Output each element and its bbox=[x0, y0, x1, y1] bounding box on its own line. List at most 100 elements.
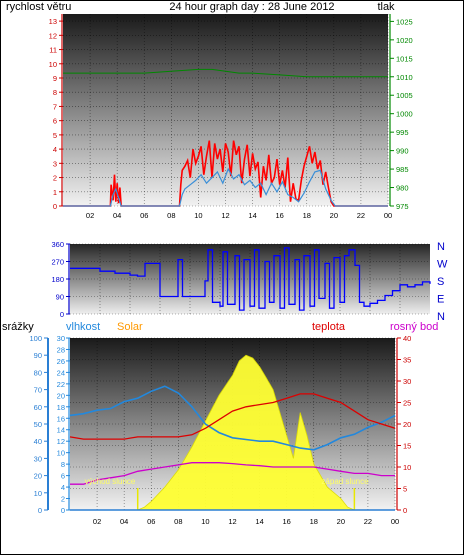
humidity-label: vlhkost bbox=[66, 321, 100, 333]
humidity-tick-label: 4 bbox=[61, 483, 65, 492]
y2-tick-label: 1020 bbox=[396, 36, 413, 45]
direction-axes: 0 90 180 270 360 bbox=[51, 240, 70, 319]
weather-axes: 02 04 06 08 10 12 14 16 18 20 22 000102030405060708… bbox=[29, 334, 411, 526]
temperature-tick-label: 30 bbox=[403, 377, 411, 386]
direction-series bbox=[70, 247, 431, 311]
y-tick-label: 10 bbox=[49, 60, 57, 69]
y2-tick-label: 975 bbox=[396, 202, 409, 211]
temperature-tick-label: 5 bbox=[403, 485, 407, 494]
rain-tick-label: 40 bbox=[34, 437, 42, 446]
y2-tick-label: 1025 bbox=[396, 17, 413, 26]
x-tick-label: 10 bbox=[201, 517, 209, 526]
wind-label: rychlost větru bbox=[6, 1, 71, 13]
humidity-tick-label: 22 bbox=[57, 380, 65, 389]
temperature-tick-label: 25 bbox=[403, 399, 411, 408]
y-tick-label: 2 bbox=[53, 174, 57, 183]
x-tick-label: 20 bbox=[330, 211, 338, 220]
temperature-tick-label: 20 bbox=[403, 420, 411, 429]
y-tick-label: 180 bbox=[51, 275, 64, 284]
x-tick-label: 10 bbox=[194, 211, 202, 220]
y-tick-label: 5 bbox=[53, 131, 57, 140]
y-tick-label: 13 bbox=[49, 17, 57, 26]
chart-title: 24 hour graph day : 28 June 2012 bbox=[169, 1, 334, 13]
sunrise-label: východ slunce bbox=[85, 477, 136, 486]
y2-tick-label: 1005 bbox=[396, 91, 413, 100]
wind-average-line bbox=[63, 167, 388, 207]
y-tick-label: 9 bbox=[53, 74, 57, 83]
y-tick-label: 270 bbox=[51, 258, 64, 267]
y-tick-label: 7 bbox=[53, 102, 57, 111]
y2-tick-label: 1000 bbox=[396, 110, 413, 119]
humidity-tick-label: 24 bbox=[57, 368, 65, 377]
rain-tick-label: 0 bbox=[38, 506, 42, 515]
humidity-tick-label: 8 bbox=[61, 460, 65, 469]
x-tick-label: 06 bbox=[140, 211, 148, 220]
humidity-tick-label: 20 bbox=[57, 391, 65, 400]
solar-label: Solar bbox=[117, 321, 143, 333]
x-tick-label: 04 bbox=[120, 517, 128, 526]
x-tick-label: 02 bbox=[93, 517, 101, 526]
dew-point-label: rosný bod bbox=[390, 321, 438, 333]
solar-area bbox=[70, 354, 395, 511]
y-tick-label: 4 bbox=[53, 145, 57, 154]
x-tick-label: 02 bbox=[86, 211, 94, 220]
x-tick-label: 14 bbox=[248, 211, 256, 220]
y-tick-label: 1 bbox=[53, 188, 57, 197]
rain-tick-label: 30 bbox=[34, 454, 42, 463]
y2-tick-label: 1010 bbox=[396, 73, 413, 82]
y-tick-label: 0 bbox=[60, 310, 64, 319]
sunset-label: západ slunce bbox=[321, 477, 369, 486]
x-tick-label: 00 bbox=[384, 211, 392, 220]
x-tick-label: 04 bbox=[113, 211, 121, 220]
humidity-tick-label: 0 bbox=[61, 506, 65, 515]
humidity-tick-label: 26 bbox=[57, 357, 65, 366]
y-tick-label: 3 bbox=[53, 159, 57, 168]
x-tick-label: 12 bbox=[221, 211, 229, 220]
x-tick-label: 00 bbox=[391, 517, 399, 526]
humidity-tick-label: 16 bbox=[57, 414, 65, 423]
pressure-label: tlak bbox=[377, 1, 395, 13]
temperature-tick-label: 40 bbox=[403, 334, 411, 343]
x-tick-label: 16 bbox=[275, 211, 283, 220]
direction-label: S bbox=[437, 276, 444, 288]
temperature-tick-label: 0 bbox=[403, 506, 407, 515]
y-tick-label: 90 bbox=[56, 293, 64, 302]
rain-tick-label: 100 bbox=[29, 334, 42, 343]
direction-label: E bbox=[437, 294, 444, 306]
x-tick-label: 14 bbox=[255, 517, 263, 526]
humidity-line bbox=[69, 385, 396, 451]
direction-label: N bbox=[437, 241, 445, 253]
wind-direction-line bbox=[70, 247, 431, 311]
y-tick-label: 11 bbox=[49, 46, 57, 55]
x-tick-label: 12 bbox=[228, 517, 236, 526]
y2-tick-label: 985 bbox=[396, 165, 409, 174]
y2-tick-label: 1015 bbox=[396, 54, 413, 63]
dew-point-line bbox=[70, 462, 395, 485]
humidity-tick-label: 2 bbox=[61, 495, 65, 504]
rain-tick-label: 60 bbox=[34, 403, 42, 412]
y-tick-label: 360 bbox=[51, 240, 64, 249]
x-tick-label: 18 bbox=[303, 211, 311, 220]
temperature-label: teplota bbox=[312, 321, 346, 333]
x-tick-label: 08 bbox=[167, 211, 175, 220]
y-tick-label: 8 bbox=[53, 88, 57, 97]
wind-series bbox=[63, 68, 388, 207]
direction-label: W bbox=[437, 259, 448, 271]
humidity-tick-label: 30 bbox=[57, 334, 65, 343]
humidity-tick-label: 28 bbox=[57, 345, 65, 354]
rain-tick-label: 80 bbox=[34, 368, 42, 377]
x-tick-label: 16 bbox=[282, 517, 290, 526]
humidity-tick-label: 18 bbox=[57, 403, 65, 412]
y-tick-label: 12 bbox=[49, 31, 57, 40]
humidity-tick-label: 14 bbox=[57, 426, 65, 435]
y2-tick-label: 980 bbox=[396, 184, 409, 193]
x-tick-label: 22 bbox=[357, 211, 365, 220]
weather-series bbox=[69, 354, 396, 511]
x-tick-label: 18 bbox=[310, 517, 318, 526]
humidity-tick-label: 10 bbox=[57, 449, 65, 458]
rain-tick-label: 70 bbox=[34, 386, 42, 395]
